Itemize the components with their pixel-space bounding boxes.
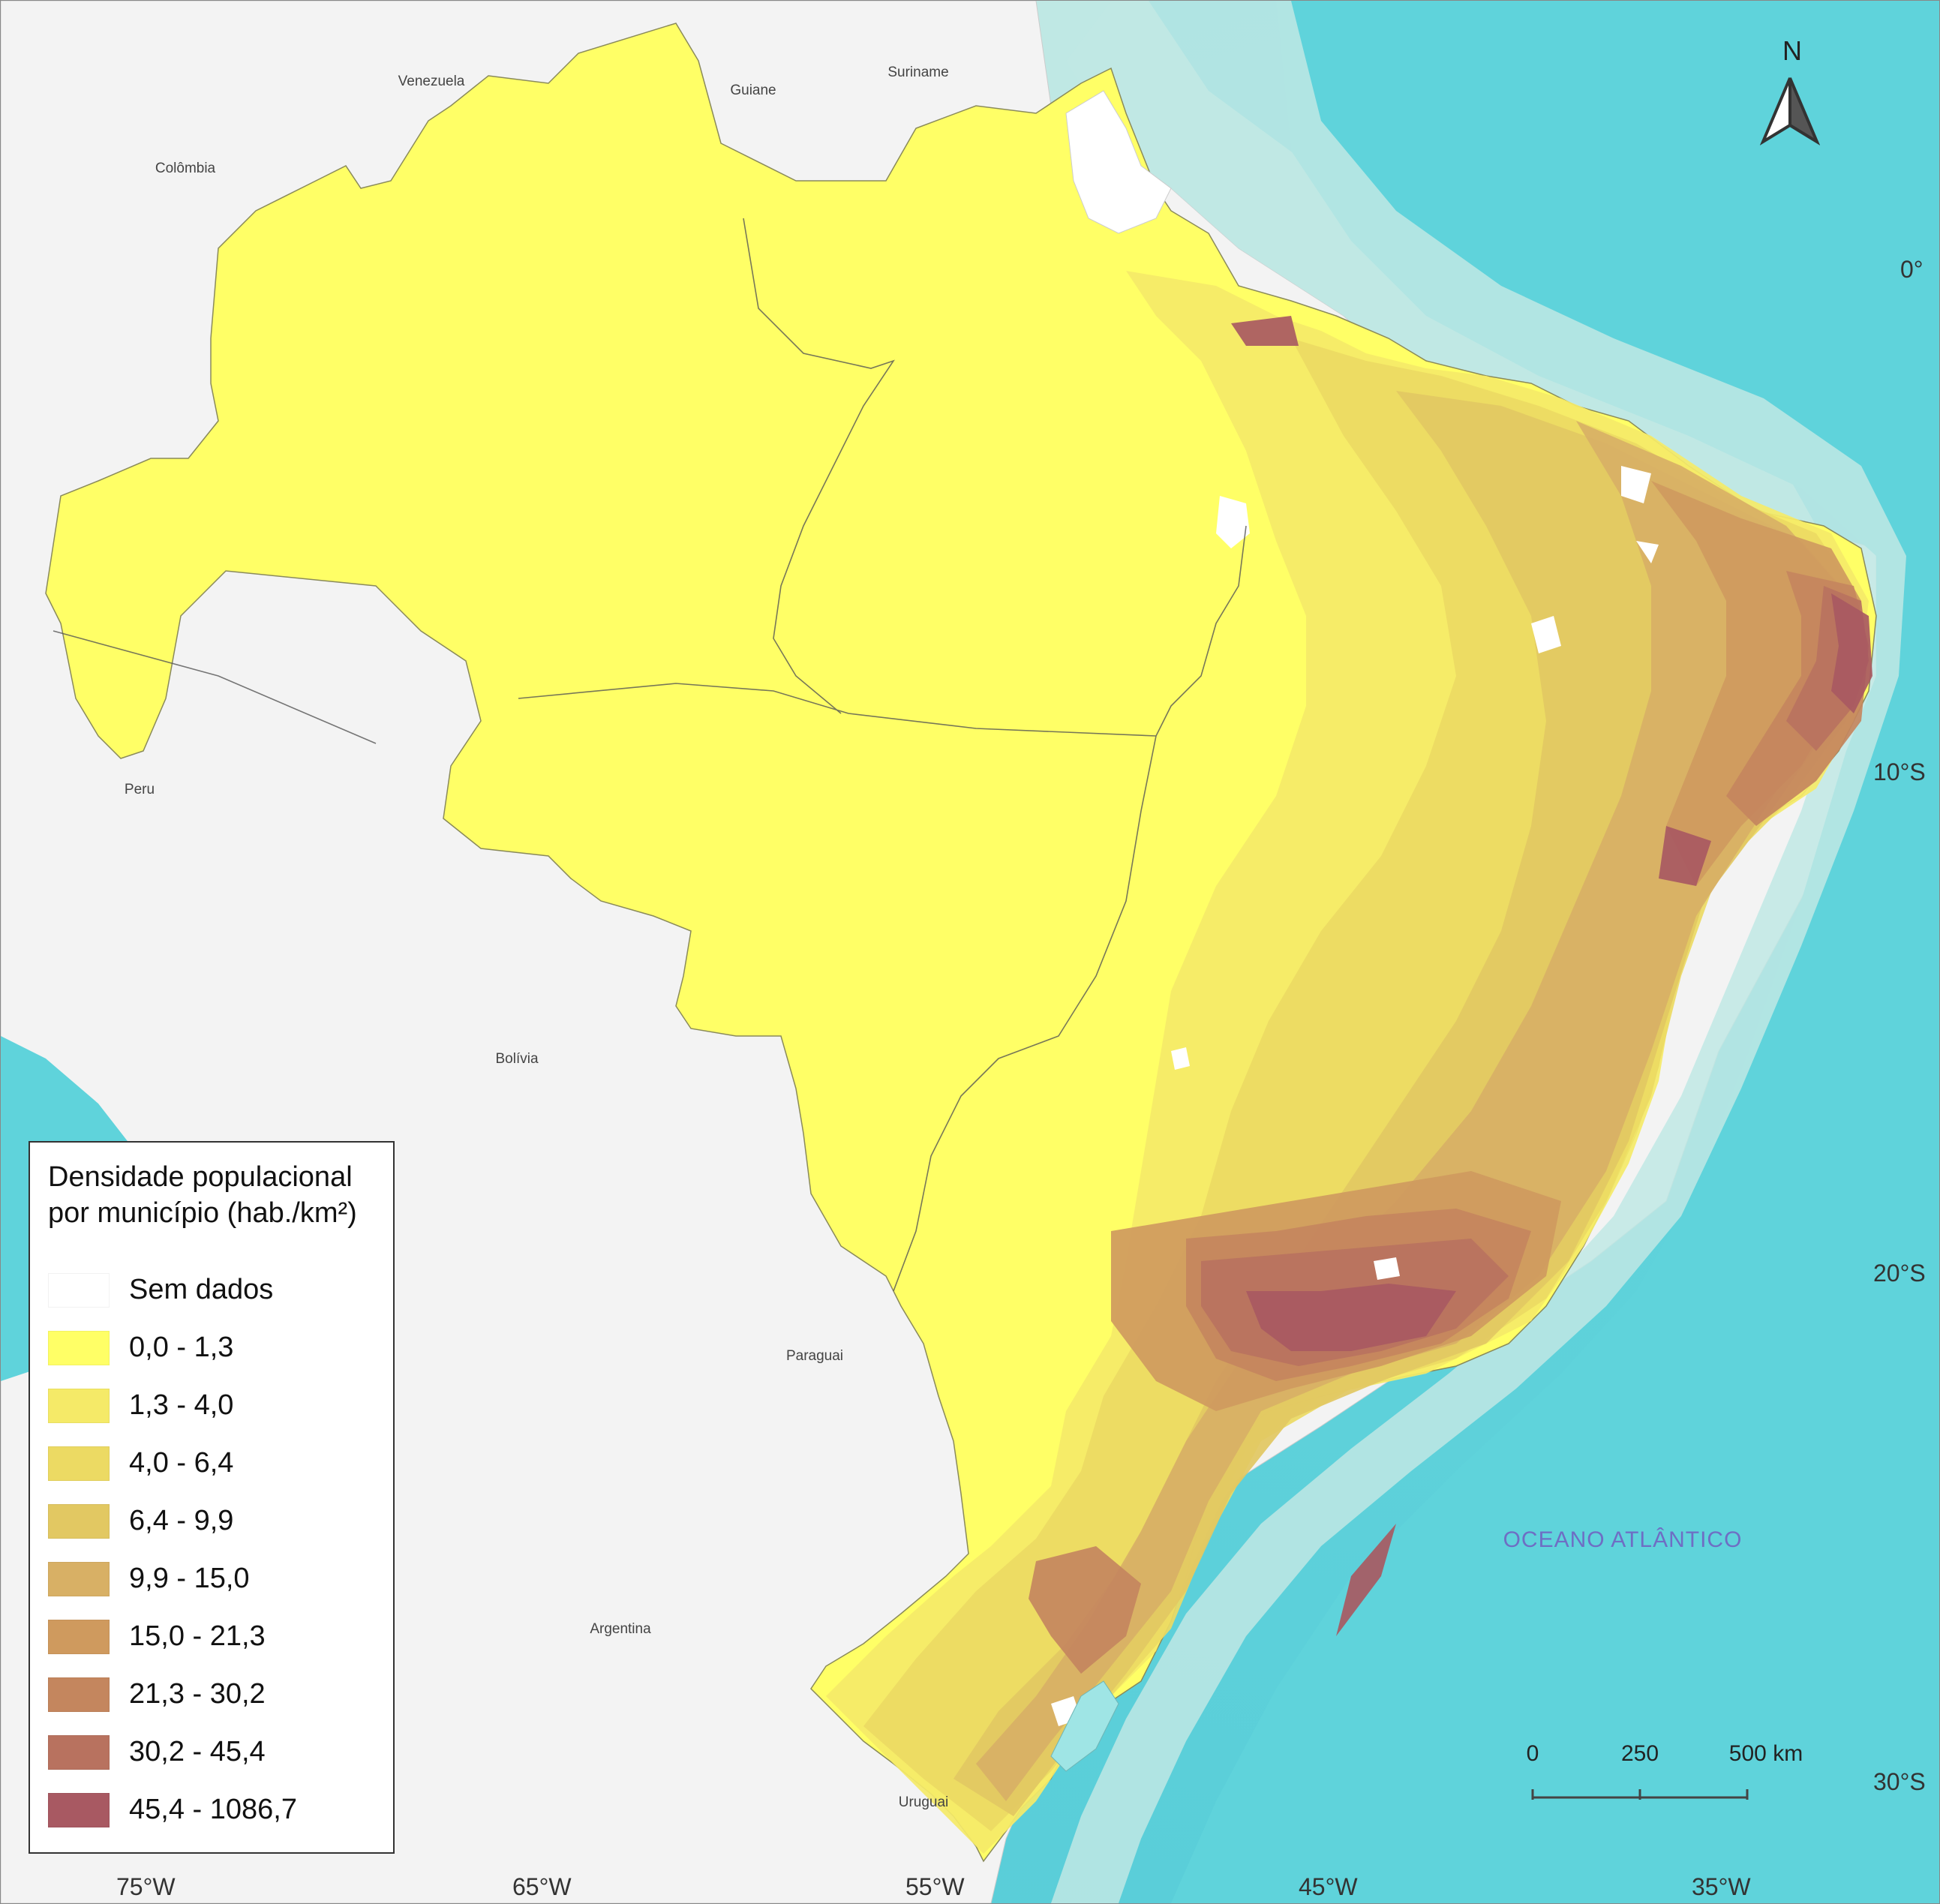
country-label-paraguai: Paraguai [785, 1348, 844, 1364]
legend-swatch [48, 1330, 110, 1365]
atlantic-ocean [1171, 1, 1939, 1903]
legend-swatch [48, 1619, 110, 1654]
country-label-guiane: Guiane [730, 83, 776, 98]
scale-bar: 0 250 500 km [1524, 1741, 1803, 1824]
density-zone [1336, 1524, 1396, 1636]
legend-label: 9,9 - 15,0 [129, 1563, 250, 1594]
country-label-peru: Peru [124, 782, 155, 797]
country-label-argentina: Argentina [590, 1621, 651, 1637]
country-label-bolivia: Bolívia [495, 1051, 539, 1067]
density-zone [976, 421, 1846, 1801]
density-zone [1029, 1546, 1141, 1674]
longitude-label-65w: 65°W [512, 1873, 572, 1900]
legend-item: 1,3 - 4,0 [48, 1377, 378, 1434]
legend-swatch [48, 1272, 110, 1308]
legend-item: 9,9 - 15,0 [48, 1550, 378, 1608]
no-data-area [1065, 90, 1172, 234]
longitude-label-45w: 45°W [1299, 1873, 1358, 1900]
legend-swatch [48, 1503, 110, 1539]
legend-swatch [48, 1734, 110, 1770]
latitude-label-10s: 10°S [1873, 758, 1926, 785]
legend-items: Sem dados 0,0 - 1,3 1,3 - 4,0 4,0 - 6,4 6,4 … [48, 1261, 378, 1839]
scale-label-250: 250 [1620, 1741, 1659, 1766]
scale-label-500: 500 km [1728, 1741, 1803, 1766]
legend-item: 45,4 - 1086,7 [48, 1781, 378, 1839]
legend-title-line1: Densidade populacional [48, 1161, 353, 1193]
legend-label: 0,0 - 1,3 [129, 1332, 234, 1363]
legend-swatch [48, 1792, 110, 1827]
map-legend: Densidade populacional por município (ha… [29, 1141, 395, 1854]
legend-swatch [48, 1561, 110, 1596]
country-label-colombia: Colômbia [155, 161, 216, 176]
north-label: N [1782, 35, 1802, 66]
ocean-label: OCEANO ATLÂNTICO [1503, 1527, 1743, 1552]
lagoon [1050, 1680, 1119, 1772]
legend-item: Sem dados [48, 1261, 378, 1319]
latitude-label-0: 0° [1900, 256, 1923, 283]
legend-label: 15,0 - 21,3 [129, 1620, 266, 1652]
legend-label: 4,0 - 6,4 [129, 1447, 234, 1479]
north-arrow-icon [1760, 77, 1820, 146]
latitude-label-20s: 20°S [1873, 1260, 1926, 1287]
density-zone [1231, 316, 1299, 346]
legend-label: 30,2 - 45,4 [129, 1736, 266, 1767]
state-borders [53, 218, 1247, 1292]
legend-item: 15,0 - 21,3 [48, 1608, 378, 1665]
legend-label: Sem dados [129, 1274, 274, 1305]
legend-title-line2: por município (hab./km²) [48, 1197, 357, 1229]
density-zone [1659, 826, 1711, 886]
legend-swatch [48, 1446, 110, 1481]
legend-label: 45,4 - 1086,7 [129, 1794, 297, 1825]
longitude-label-75w: 75°W [116, 1873, 176, 1900]
scale-bar-line [1531, 1789, 1749, 1800]
density-zone [1831, 593, 1872, 713]
country-label-uruguai: Uruguai [898, 1794, 949, 1810]
legend-item: 4,0 - 6,4 [48, 1434, 378, 1492]
scale-label-0: 0 [1526, 1741, 1539, 1766]
legend-swatch [48, 1677, 110, 1712]
legend-label: 1,3 - 4,0 [129, 1389, 234, 1421]
legend-label: 6,4 - 9,9 [129, 1505, 234, 1536]
legend-label: 21,3 - 30,2 [129, 1678, 266, 1710]
density-zone [1246, 1284, 1456, 1351]
legend-swatch [48, 1388, 110, 1423]
legend-title: Densidade populacional por município (ha… [48, 1159, 378, 1231]
legend-item: 21,3 - 30,2 [48, 1665, 378, 1723]
latitude-label-30s: 30°S [1873, 1768, 1926, 1795]
density-zones [826, 271, 1872, 1854]
longitude-label-35w: 35°W [1692, 1873, 1751, 1900]
country-label-suriname: Suriname [887, 65, 949, 80]
longitude-label-55w: 55°W [905, 1873, 965, 1900]
legend-item: 0,0 - 1,3 [48, 1319, 378, 1377]
legend-item: 6,4 - 9,9 [48, 1492, 378, 1550]
legend-item: 30,2 - 45,4 [48, 1723, 378, 1781]
country-label-venezuela: Venezuela [398, 74, 465, 89]
